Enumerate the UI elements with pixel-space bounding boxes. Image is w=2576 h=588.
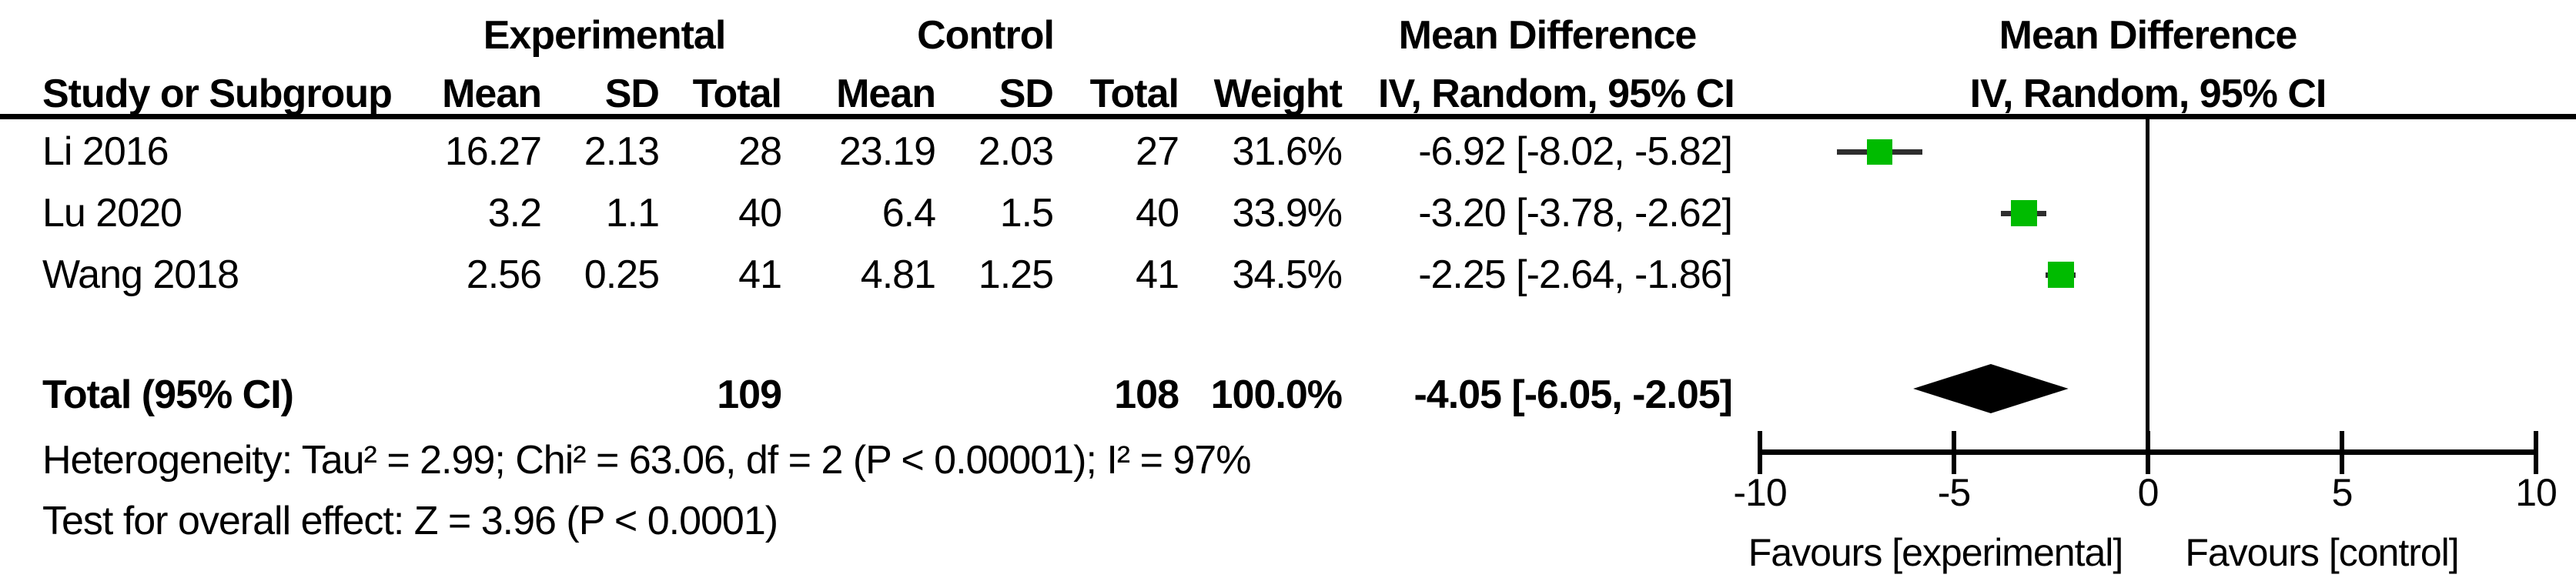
heterogeneity-text: Heterogeneity: Tau² = 2.99; Chi² = 63.06… bbox=[42, 438, 1251, 483]
cell-exp_total: 28 bbox=[738, 129, 782, 174]
cell-ci_text: -6.92 [-8.02, -5.82] bbox=[1418, 129, 1733, 174]
col-header-weight: Weight bbox=[1213, 72, 1343, 116]
overall-effect-text: Test for overall effect: Z = 3.96 (P < 0… bbox=[42, 499, 778, 543]
group-header-experimental: Experimental bbox=[483, 13, 727, 58]
plot-header-ci: IV, Random, 95% CI bbox=[1969, 72, 2327, 116]
study-label: Lu 2020 bbox=[42, 191, 182, 236]
axis-tick-label: 5 bbox=[2331, 471, 2354, 514]
axis-tick bbox=[1758, 431, 1762, 474]
total-row-label: Total (95% CI) bbox=[42, 373, 294, 417]
cell-ctrl_sd: 1.5 bbox=[999, 191, 1054, 236]
total-row-ci: -4.05 [-6.05, -2.05] bbox=[1413, 373, 1733, 417]
study-label: Wang 2018 bbox=[42, 252, 239, 297]
axis-tick-label: -10 bbox=[1733, 471, 1787, 514]
cell-weight: 33.9% bbox=[1232, 191, 1343, 236]
col-header-exp-sd: SD bbox=[604, 72, 660, 116]
col-header-ci: IV, Random, 95% CI bbox=[1378, 72, 1735, 116]
cell-exp_mean: 2.56 bbox=[466, 252, 542, 297]
cell-ctrl_mean: 6.4 bbox=[882, 191, 936, 236]
cell-ctrl_total: 27 bbox=[1136, 129, 1179, 174]
cell-weight: 34.5% bbox=[1232, 252, 1343, 297]
cell-ctrl_mean: 23.19 bbox=[838, 129, 936, 174]
cell-exp_mean: 3.2 bbox=[487, 191, 542, 236]
group-header-mean-difference: Mean Difference bbox=[1398, 13, 1698, 58]
axis-tick-label: 10 bbox=[2515, 471, 2558, 514]
cell-exp_sd: 1.1 bbox=[605, 191, 660, 236]
cell-exp_sd: 2.13 bbox=[584, 129, 660, 174]
col-header-exp-mean: Mean bbox=[442, 72, 542, 116]
header-separator-rule bbox=[0, 114, 2576, 119]
cell-ctrl_total: 40 bbox=[1136, 191, 1179, 236]
col-header-ctrl-total: Total bbox=[1089, 72, 1179, 116]
axis-tick bbox=[1952, 431, 1956, 474]
cell-ctrl_mean: 4.81 bbox=[860, 252, 936, 297]
cell-ctrl_total: 41 bbox=[1136, 252, 1179, 297]
cell-exp_total: 41 bbox=[738, 252, 782, 297]
effect-square bbox=[2010, 200, 2037, 226]
effect-square bbox=[2047, 262, 2074, 288]
axis-tick-label: -5 bbox=[1937, 471, 1971, 514]
favours-experimental-label: Favours [experimental] bbox=[1748, 531, 2124, 574]
effect-square bbox=[1866, 139, 1892, 165]
total-row-weight: 100.0% bbox=[1210, 373, 1343, 417]
zero-effect-line bbox=[2146, 119, 2149, 453]
study-label: Li 2016 bbox=[42, 129, 169, 174]
total-row-ctrl-total: 108 bbox=[1114, 373, 1179, 417]
cell-weight: 31.6% bbox=[1232, 129, 1343, 174]
axis-tick bbox=[2534, 431, 2538, 474]
cell-exp_mean: 16.27 bbox=[444, 129, 542, 174]
total-row-exp-total: 109 bbox=[717, 373, 782, 417]
cell-ci_text: -2.25 [-2.64, -1.86] bbox=[1418, 252, 1733, 297]
col-header-ctrl-mean: Mean bbox=[836, 72, 936, 116]
col-header-ctrl-sd: SD bbox=[999, 72, 1054, 116]
cell-ctrl_sd: 1.25 bbox=[978, 252, 1054, 297]
col-header-study: Study or Subgroup bbox=[42, 72, 393, 116]
axis-tick bbox=[2146, 431, 2150, 474]
cell-exp_sd: 0.25 bbox=[584, 252, 660, 297]
cell-ctrl_sd: 2.03 bbox=[978, 129, 1054, 174]
axis-tick-label: 0 bbox=[2137, 471, 2159, 514]
cell-exp_total: 40 bbox=[738, 191, 782, 236]
favours-control-label: Favours [control] bbox=[2185, 531, 2459, 574]
col-header-exp-total: Total bbox=[692, 72, 782, 116]
summary-diamond bbox=[1913, 364, 2069, 413]
plot-header-mean-difference: Mean Difference bbox=[1999, 13, 2298, 58]
group-header-control: Control bbox=[917, 13, 1055, 58]
axis-tick bbox=[2340, 431, 2344, 474]
cell-ci_text: -3.20 [-3.78, -2.62] bbox=[1418, 191, 1733, 236]
